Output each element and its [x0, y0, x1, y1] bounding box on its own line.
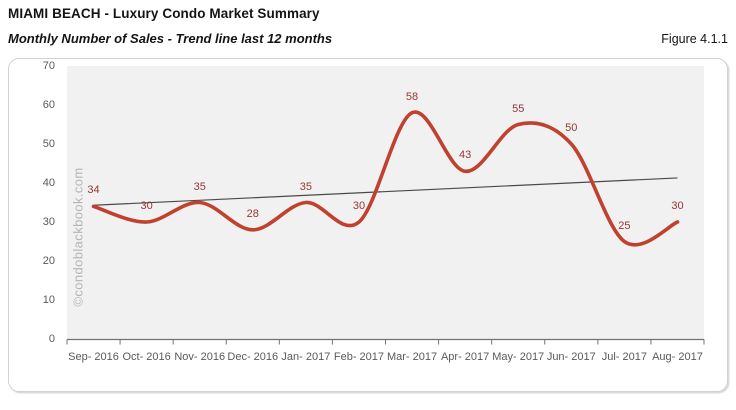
- data-point-label: 50: [565, 122, 578, 134]
- data-point-label: 28: [246, 207, 259, 220]
- x-axis-category-label: Jul- 2017: [601, 351, 647, 363]
- data-point-label: 25: [618, 219, 631, 232]
- x-axis-category-label: May- 2017: [492, 351, 545, 363]
- chart-canvas: [66, 110, 705, 345]
- x-axis-category-label: Jan- 2017: [281, 351, 331, 363]
- y-axis-tick-label: 50: [42, 138, 55, 150]
- x-axis-category-label: Feb- 2017: [333, 351, 385, 363]
- x-axis-category-label: Apr- 2017: [440, 351, 490, 363]
- subtitle-row: Monthly Number of Sales - Trend line las…: [8, 31, 728, 49]
- chart-subtitle: Monthly Number of Sales - Trend line las…: [8, 31, 333, 46]
- x-axis-category-label: Jun- 2017: [546, 351, 596, 363]
- x-axis-category-label: Sep- 2016: [68, 351, 119, 363]
- chart-area: ©condoblackbook.com 0 10 20 30 40 50 60 70 Sep- …: [8, 58, 728, 392]
- data-point-label: 35: [193, 180, 206, 193]
- y-axis-tick-label: 60: [42, 99, 55, 111]
- y-axis-tick-label: 40: [42, 177, 55, 189]
- y-axis-tick-label: 20: [42, 255, 55, 267]
- data-point-label: 30: [671, 200, 684, 212]
- y-axis-tick-label: 30: [42, 216, 55, 228]
- data-point-label: 30: [140, 200, 153, 212]
- y-axis-tick-label: 10: [42, 294, 55, 306]
- y-axis-tick-label: 0: [48, 333, 55, 345]
- data-point-label: 35: [299, 180, 312, 193]
- data-point-label: 43: [459, 149, 472, 162]
- x-axis-category-label: Dec- 2016: [227, 351, 279, 363]
- data-point-label: 58: [405, 90, 419, 103]
- figure-number-label: Figure 4.1.1: [661, 32, 728, 46]
- x-axis-category-label: Mar- 2017: [386, 351, 438, 363]
- x-axis-category-label: Nov- 2016: [174, 351, 226, 363]
- data-point-label: 30: [352, 200, 366, 212]
- y-axis-tick-label: 70: [42, 60, 55, 72]
- data-point-label: 34: [87, 184, 100, 197]
- x-axis-category-label: Oct- 2016: [122, 351, 171, 363]
- data-point-label: 55: [512, 102, 525, 115]
- page-title: MIAMI BEACH - Luxury Condo Market Summar…: [8, 6, 320, 21]
- plot-area: [67, 66, 704, 339]
- sales-smooth-line: [91, 110, 680, 247]
- trend-line: [93, 177, 678, 206]
- x-axis-category-label: Aug- 2017: [652, 351, 703, 363]
